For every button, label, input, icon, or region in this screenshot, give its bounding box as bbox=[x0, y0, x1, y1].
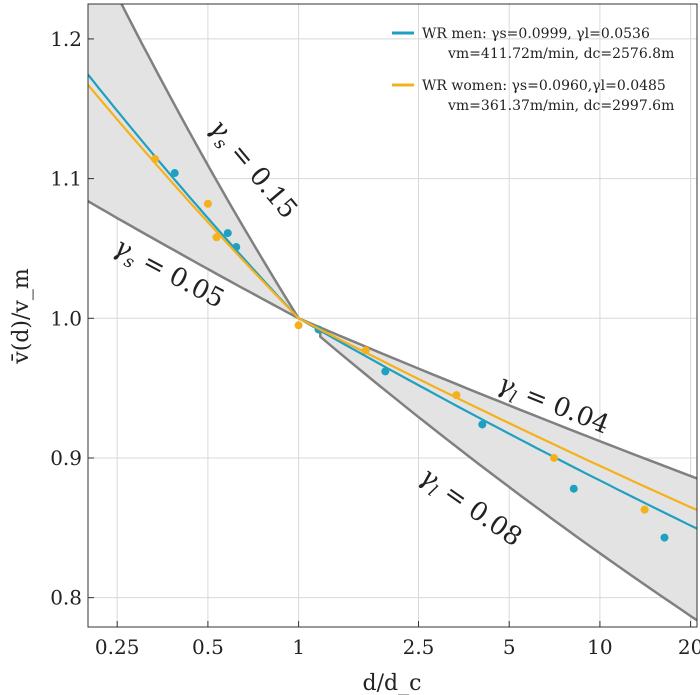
data-point bbox=[212, 233, 221, 242]
y-tick-label: 0.9 bbox=[50, 446, 82, 470]
gamma-l-high-line bbox=[319, 329, 697, 622]
x-tick-label: 10 bbox=[587, 635, 612, 659]
data-point bbox=[478, 420, 487, 429]
x-axis-title: d/d_c bbox=[363, 671, 422, 695]
data-point bbox=[640, 505, 649, 514]
bound-region bbox=[88, 4, 697, 622]
x-tick-label: 1 bbox=[292, 635, 305, 659]
y-tick-label: 1.2 bbox=[50, 27, 82, 51]
data-point bbox=[452, 391, 461, 400]
series-layer bbox=[88, 73, 697, 542]
legend-label: WR women: γs=0.0960,γl=0.0485 bbox=[422, 78, 666, 94]
y-tick-label: 0.8 bbox=[50, 586, 82, 610]
gamma-s-low-line bbox=[88, 199, 300, 320]
legend-params: vm=411.72m/min, dc=2576.8m bbox=[447, 46, 674, 62]
x-tick-label: 5 bbox=[503, 635, 516, 659]
axis-ticks: 0.25 0.5 1 2.5 5 10 20 0.8 0.9 1.0 1.1 1.2 bbox=[50, 27, 700, 659]
gamma-s-high-line bbox=[120, 4, 300, 319]
x-tick-label: 20 bbox=[678, 635, 700, 659]
y-tick-label: 1.0 bbox=[50, 306, 82, 330]
data-point bbox=[361, 346, 370, 355]
x-tick-label: 0.25 bbox=[95, 635, 140, 659]
data-point bbox=[223, 229, 232, 238]
data-point bbox=[569, 484, 578, 493]
data-point bbox=[170, 169, 179, 178]
data-point bbox=[660, 533, 669, 542]
fit-line-1 bbox=[88, 84, 697, 512]
gamma-l-low-line bbox=[298, 317, 697, 480]
legend-label: WR men: γs=0.0999, γl=0.0536 bbox=[422, 26, 650, 42]
legend: WR men: γs=0.0999, γl=0.0536 vm=411.72m/m… bbox=[392, 26, 674, 114]
data-point bbox=[232, 243, 241, 252]
long-distance-region bbox=[298, 318, 697, 621]
data-point bbox=[151, 155, 160, 164]
x-tick-label: 0.5 bbox=[192, 635, 224, 659]
data-point bbox=[549, 453, 558, 462]
y-tick-label: 1.1 bbox=[50, 167, 82, 191]
y-axis-title: v̄(d)/v_m bbox=[9, 268, 34, 365]
x-tick-label: 2.5 bbox=[403, 635, 435, 659]
legend-params: vm=361.37m/min, dc=2997.6m bbox=[447, 98, 674, 114]
plot-frame bbox=[87, 3, 698, 628]
short-distance-region bbox=[88, 4, 299, 319]
data-point bbox=[381, 367, 390, 376]
data-point bbox=[203, 199, 212, 208]
data-point bbox=[294, 321, 303, 330]
